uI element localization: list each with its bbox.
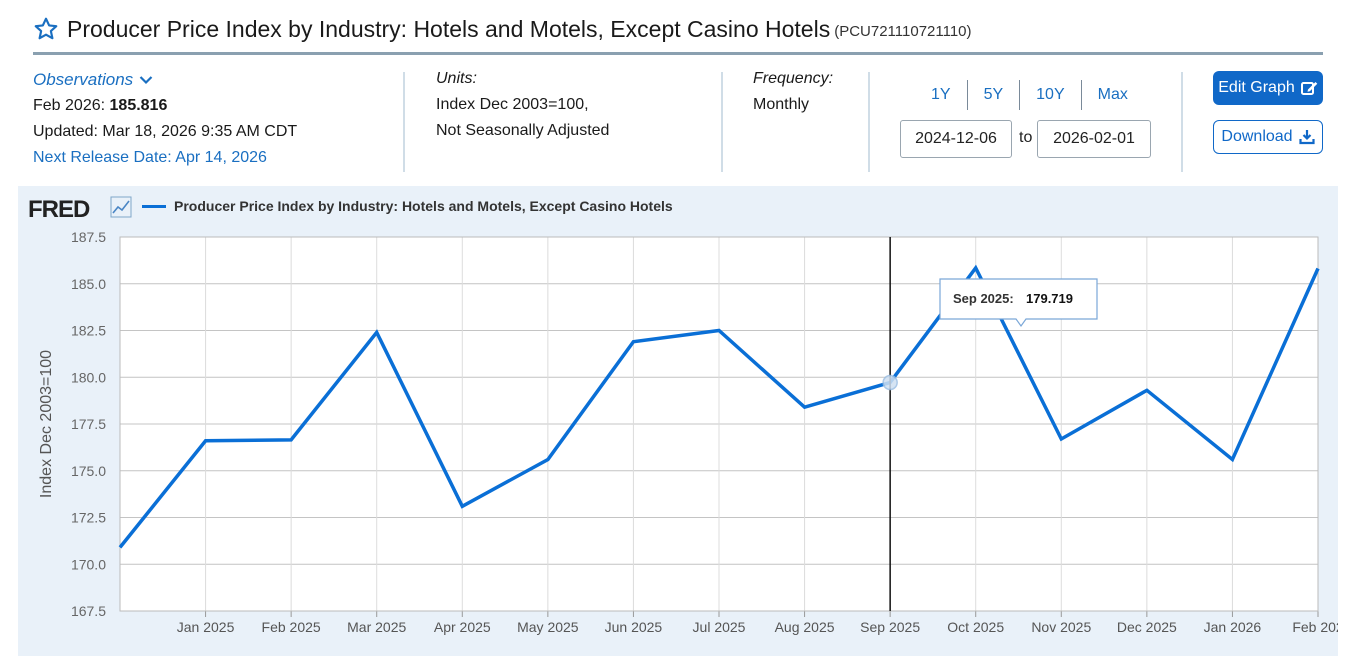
y-tick-label: 170.0	[71, 556, 106, 572]
chevron-down-icon	[139, 76, 153, 85]
x-tick-label: Jun 2025	[605, 619, 663, 635]
line-chart: 187.5 185.0 182.5 180.0 177.5 175.0 172.5 170.0…	[38, 229, 1338, 635]
units-label: Units:	[436, 70, 477, 87]
divider	[721, 72, 723, 172]
x-tick-label: Mar 2025	[347, 619, 406, 635]
divider	[403, 72, 405, 172]
x-tick-label: Jan 2026	[1204, 619, 1262, 635]
range-5y-button[interactable]: 5Y	[968, 80, 1021, 110]
x-tick-label: May 2025	[517, 619, 579, 635]
y-tick-label: 187.5	[71, 229, 106, 245]
plot-border	[119, 236, 1319, 612]
units-line2: Not Seasonally Adjusted	[436, 122, 610, 139]
x-tick-label: Dec 2025	[1117, 619, 1177, 635]
x-tick-label: Oct 2025	[947, 619, 1004, 635]
start-date-input[interactable]	[900, 120, 1012, 158]
range-10y-button[interactable]: 10Y	[1020, 80, 1082, 110]
y-axis-label: Index Dec 2003=100	[38, 350, 55, 498]
fred-logo-text: FRED	[28, 196, 90, 223]
x-tick-label: Aug 2025	[775, 619, 835, 635]
tooltip: Sep 2025: 179.719	[939, 278, 1098, 328]
range-1y-button[interactable]: 1Y	[915, 80, 968, 110]
latest-value: 185.816	[109, 97, 168, 114]
page-title: Producer Price Index by Industry: Hotels…	[67, 15, 831, 42]
y-tick-label: 167.5	[71, 603, 106, 619]
series-id: (PCU721110721110)	[834, 22, 972, 40]
end-date-input[interactable]	[1037, 120, 1151, 158]
y-tick-label: 177.5	[71, 416, 106, 432]
title-row: Producer Price Index by Industry: Hotels…	[33, 12, 972, 46]
star-icon[interactable]	[33, 16, 59, 42]
x-tick-label: Sep 2025	[860, 619, 920, 635]
x-tick-label: Jul 2025	[693, 619, 746, 635]
x-tick-label: Nov 2025	[1031, 619, 1091, 635]
x-tick-label: Feb 2025	[262, 619, 321, 635]
divider	[1181, 72, 1183, 172]
legend-swatch	[142, 204, 166, 208]
x-tick-label: Feb 202	[1292, 619, 1338, 635]
units-line1: Index Dec 2003=100,	[436, 96, 589, 113]
legend-label: Producer Price Index by Industry: Hotels…	[174, 198, 673, 214]
frequency-label: Frequency:	[753, 70, 834, 87]
y-tick-label: 185.0	[71, 276, 106, 292]
title-divider	[33, 52, 1323, 55]
frequency-value: Monthly	[753, 96, 810, 113]
edit-graph-button[interactable]: Edit Graph	[1213, 71, 1323, 105]
y-tick-label: 172.5	[71, 510, 106, 526]
download-icon	[1298, 130, 1315, 145]
chart-icon[interactable]	[110, 196, 132, 218]
y-tick-label: 175.0	[71, 463, 106, 479]
observations-toggle[interactable]: Observations	[33, 67, 297, 93]
range-buttons: 1Y 5Y 10Y Max	[915, 80, 1144, 110]
frequency-panel: Frequency: Monthly	[753, 66, 833, 118]
updated-text: Updated: Mar 18, 2026 9:35 AM CDT	[33, 123, 298, 140]
tooltip-box	[939, 278, 1098, 328]
x-tick-label: Jan 2025	[177, 619, 235, 635]
download-label: Download	[1221, 128, 1293, 145]
download-button[interactable]: Download	[1213, 120, 1323, 154]
observations-panel: Observations Feb 2026: 185.816 Updated: …	[33, 67, 297, 171]
observations-label: Observations	[33, 70, 134, 89]
x-tick-label: Apr 2025	[434, 619, 491, 635]
next-release-link[interactable]: Next Release Date: Apr 14, 2026	[33, 149, 267, 166]
latest-observation: Feb 2026: 185.816	[33, 93, 297, 119]
y-tick-label: 180.0	[71, 369, 106, 385]
tooltip-label: Sep 2025:	[953, 291, 1014, 306]
y-tick-label: 182.5	[71, 323, 106, 339]
chart-panel: FRED Producer Price Index by Industry: H…	[18, 186, 1338, 656]
fred-logo: FRED	[28, 196, 90, 224]
to-label: to	[1019, 129, 1033, 146]
units-panel: Units: Index Dec 2003=100, Not Seasonall…	[436, 66, 609, 144]
edit-graph-label: Edit Graph	[1218, 79, 1295, 96]
chart-legend: Producer Price Index by Industry: Hotels…	[142, 198, 673, 214]
edit-icon	[1300, 82, 1318, 95]
latest-period: Feb 2026:	[33, 97, 106, 114]
hover-marker	[882, 374, 898, 391]
tooltip-value: 179.719	[1026, 291, 1073, 306]
range-max-button[interactable]: Max	[1097, 86, 1128, 103]
divider	[868, 72, 870, 172]
series-line	[118, 264, 1320, 549]
